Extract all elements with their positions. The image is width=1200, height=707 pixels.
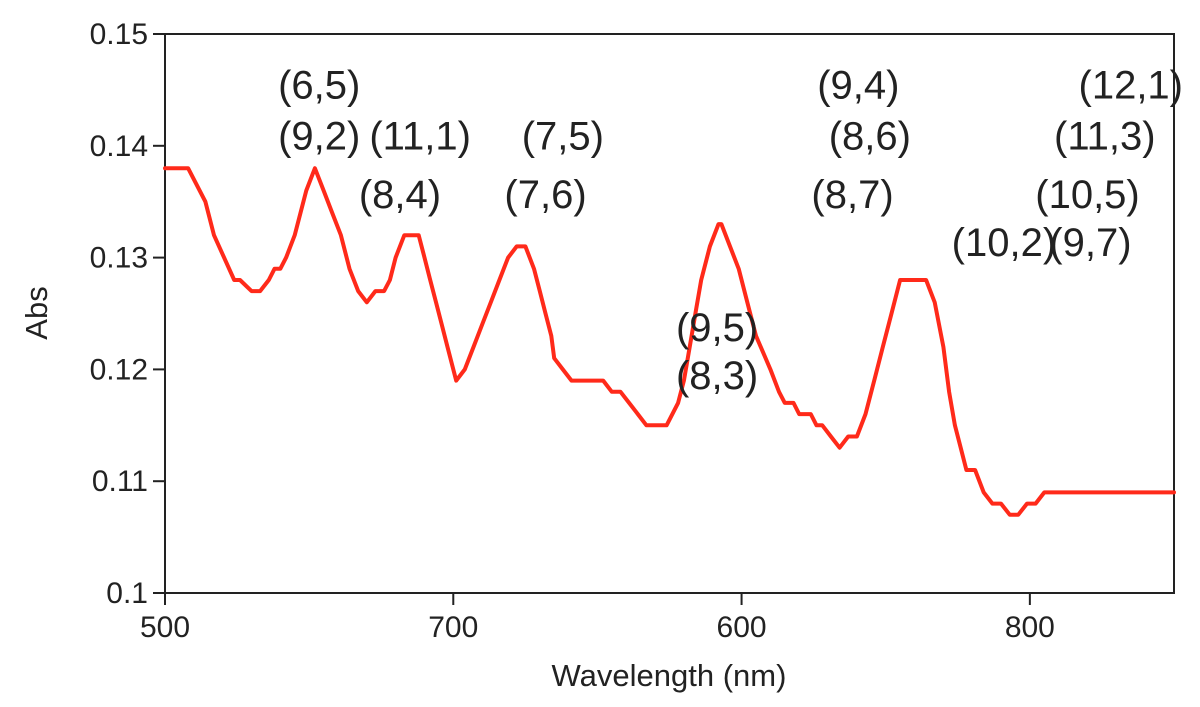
absorbance-line <box>163 166 1176 517</box>
peak-annotation: (7,5) <box>522 115 604 159</box>
annotation-layer: (6,5) (9,2) (11,1) (8,4) (7,5) (7,6) (9,5)(8,3… <box>278 63 1183 398</box>
y-tick-label: 0.15 <box>90 18 148 51</box>
peak-annotation: (9,5) <box>676 306 758 350</box>
x-tick-label: 700 <box>428 611 478 644</box>
peak-annotation: (8,3) <box>676 354 758 398</box>
y-tick-label: 0.14 <box>90 130 148 163</box>
y-axis-title: Abs <box>19 286 54 339</box>
peak-annotation: (10,2) <box>952 221 1057 265</box>
plot-frame <box>164 33 1175 594</box>
y-tick-label: 0.13 <box>90 242 148 275</box>
x-tick-label: 800 <box>1005 611 1055 644</box>
peak-annotation: (12,1) <box>1079 63 1184 107</box>
peak-annotation: (9,2) <box>278 115 360 159</box>
peak-annotation: (9,7) <box>1049 221 1131 265</box>
plot-border <box>164 33 1175 594</box>
y-tick-label: 0.12 <box>90 353 148 386</box>
series-layer <box>163 166 1176 517</box>
peak-annotation: (9,4) <box>817 63 899 107</box>
x-axis-title: Wavelength (nm) <box>552 658 787 693</box>
y-tick-label: 0.1 <box>106 577 148 610</box>
peak-annotation: (8,7) <box>811 173 893 217</box>
peak-annotation: (10,5) <box>1035 173 1140 217</box>
peak-annotation: (8,6) <box>829 115 911 159</box>
x-axis: 500 700 600 800 <box>140 593 1055 644</box>
x-tick-label: 500 <box>140 611 190 644</box>
y-axis: 0.1 0.11 0.12 0.13 0.14 0.15 <box>90 18 165 610</box>
y-tick-label: 0.11 <box>92 465 148 498</box>
x-tick-label: 600 <box>717 611 767 644</box>
peak-annotation: (7,6) <box>504 173 586 217</box>
peak-annotation: (8,4) <box>359 173 441 217</box>
peak-annotation: (6,5) <box>278 63 360 107</box>
peak-annotation: (11,3) <box>1054 115 1156 159</box>
peak-annotation: (11,1) <box>369 115 471 159</box>
